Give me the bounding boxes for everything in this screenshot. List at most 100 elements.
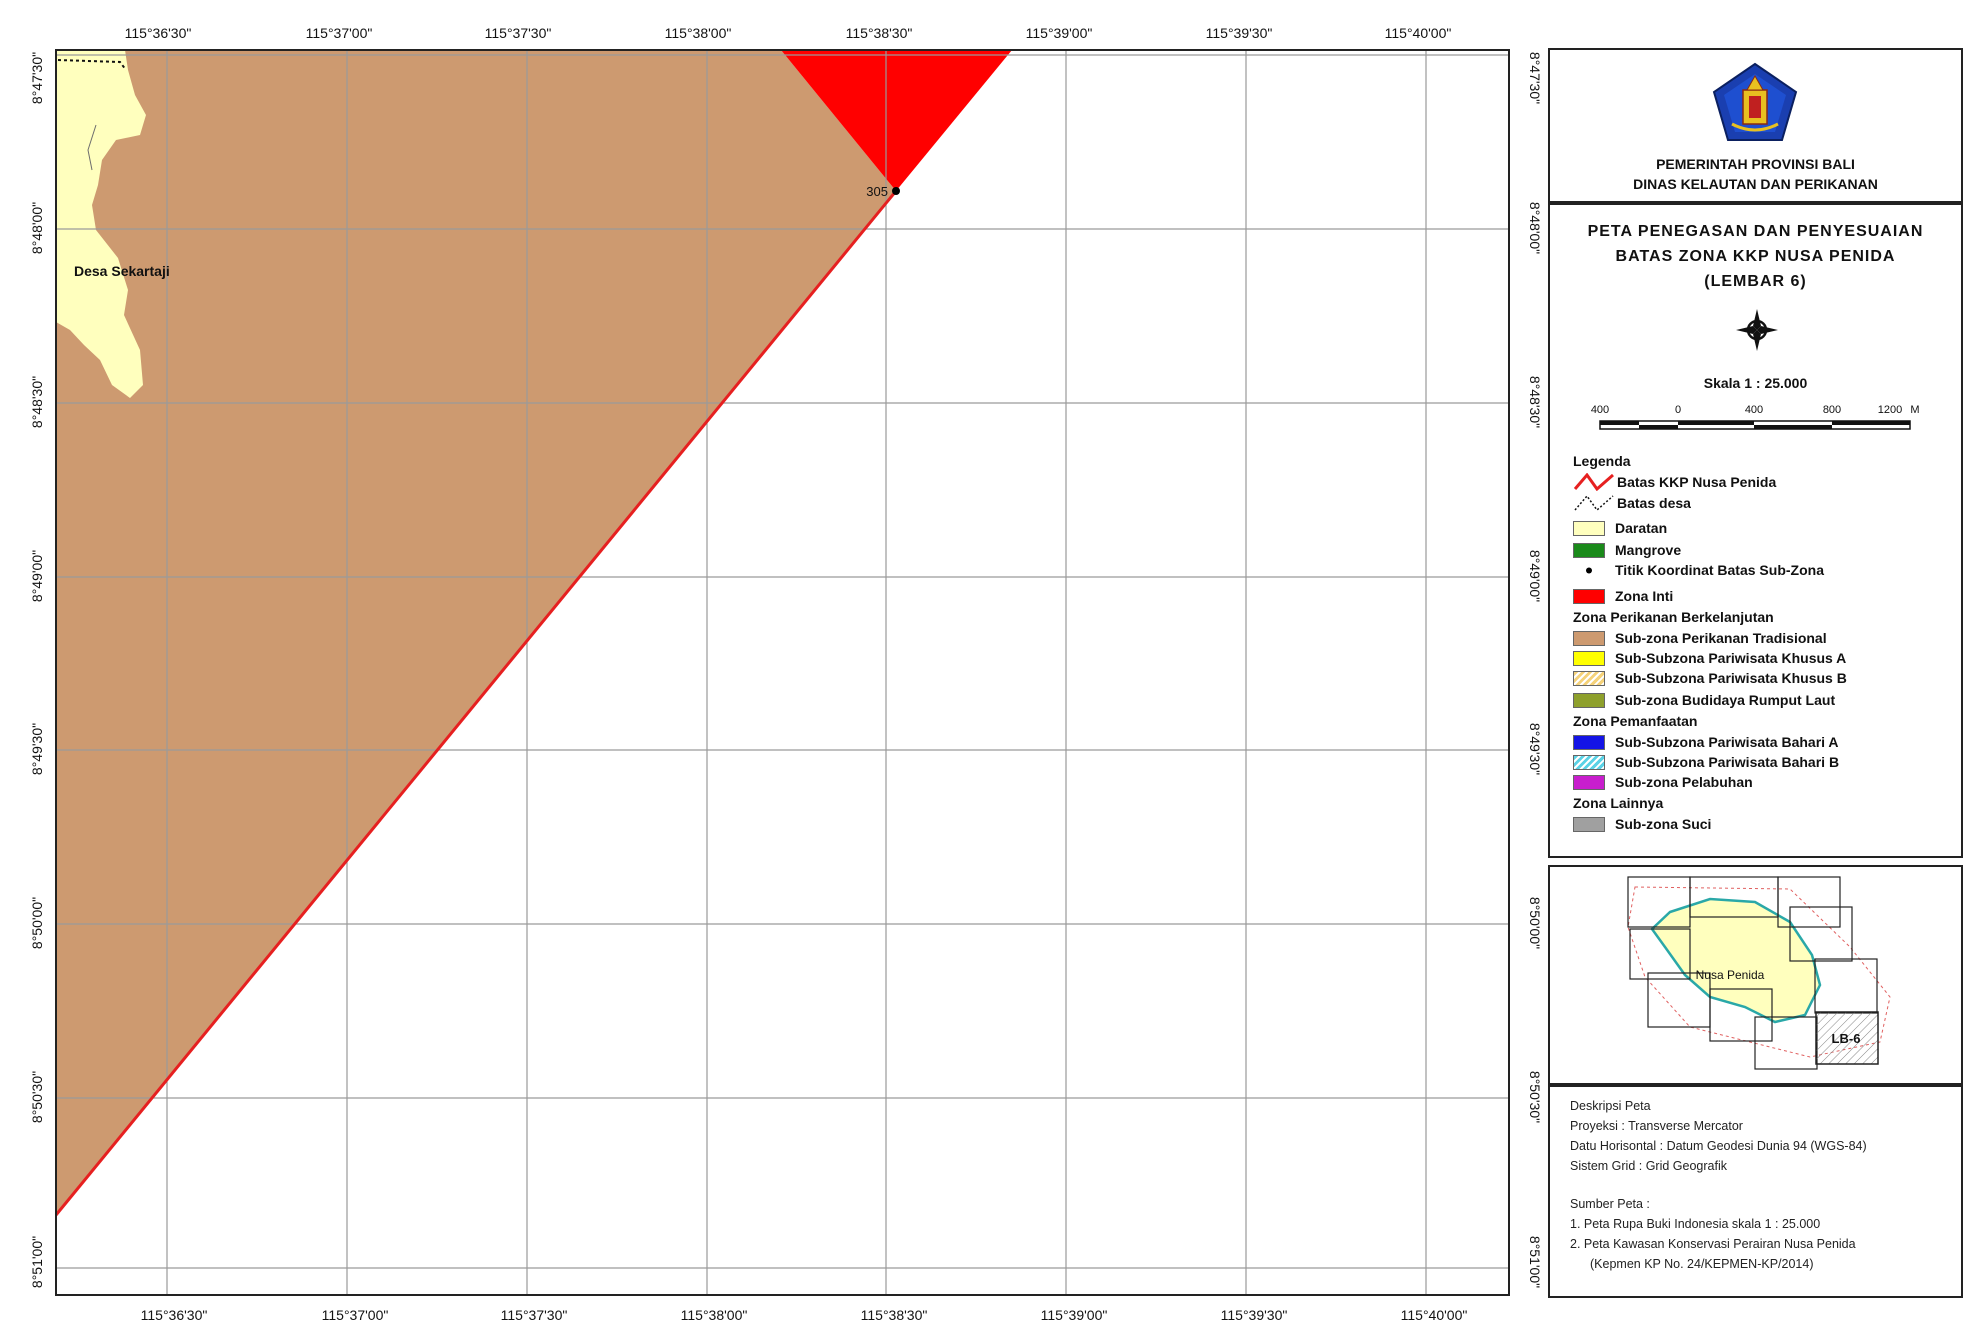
special-tourism-b-swatch: [1573, 670, 1605, 686]
lon-label-top: 115°38'00": [665, 25, 732, 41]
lat-label-left: 8°49'00": [29, 550, 45, 602]
legend-label: Sub-zona Pelabuhan: [1615, 774, 1753, 790]
lat-label-left: 8°48'00": [29, 202, 45, 254]
inset-sheet-label: LB-6: [1832, 1031, 1861, 1046]
legend-item-special-tourism-a: Sub-Subzona Pariwisata Khusus A: [1573, 649, 1846, 667]
legend-label: Daratan: [1615, 520, 1668, 536]
village-boundary: [57, 59, 127, 71]
dashed-zigzag-line-icon: [1574, 494, 1614, 512]
lat-label-right: 8°49'30": [1527, 723, 1540, 775]
lon-label-top: 115°40'00": [1385, 25, 1452, 41]
north-arrow-icon: [1736, 309, 1778, 351]
map-title-line-2: BATAS ZONA KKP NUSA PENIDA: [1615, 248, 1896, 265]
legend-label: Sub-Subzona Pariwisata Khusus B: [1615, 670, 1847, 686]
org-line-1: PEMERINTAH PROVINSI BALI: [1656, 156, 1855, 172]
projection-text: Proyeksi : Transverse Mercator: [1570, 1119, 1743, 1133]
lat-label-left: 8°49'30": [29, 723, 45, 775]
scale-label: Skala 1 : 25.000: [1703, 375, 1808, 391]
legend-item-kkp-boundary: Batas KKP Nusa Penida: [1573, 473, 1776, 491]
mangrove-swatch: [1573, 542, 1605, 558]
legend-item-marine-tourism-a: Sub-Subzona Pariwisata Bahari A: [1573, 733, 1839, 751]
org-line-2: DINAS KELAUTAN DAN PERIKANAN: [1633, 176, 1878, 192]
coast-detail: [87, 124, 97, 171]
scale-tick-label: 0: [1675, 404, 1681, 416]
legend-label: Sub-Subzona Pariwisata Bahari A: [1615, 734, 1839, 750]
main-map: 305 Desa Sekartaji 115°36'30" 115°37'00"…: [29, 25, 1540, 1323]
traditional-fishing-swatch: [1573, 630, 1605, 646]
legend-label: Sub-Subzona Pariwisata Khusus A: [1615, 650, 1847, 666]
legend-item-port: Sub-zona Pelabuhan: [1573, 773, 1753, 791]
legend-label: Sub-Subzona Pariwisata Bahari B: [1615, 754, 1840, 770]
lat-label-left: 8°51'00": [29, 1236, 45, 1288]
description-panel: Deskripsi Peta Proyeksi : Transverse Mer…: [1548, 1085, 1963, 1298]
bali-province-emblem: [1712, 62, 1798, 141]
legend-item-traditional-fishing: Sub-zona Perikanan Tradisional: [1573, 629, 1827, 647]
point-dot-icon: [1586, 567, 1592, 573]
inset-island-label: Nusa Penida: [1696, 968, 1765, 982]
legend-item-seaweed-farming: Sub-zona Budidaya Rumput Laut: [1573, 691, 1835, 709]
scale-tick-label: 1200: [1878, 404, 1902, 416]
legend-item-core-zone: Zona Inti: [1573, 587, 1673, 605]
legend-label: Batas desa: [1617, 495, 1691, 511]
legend-panel: PETA PENEGASAN DAN PENYESUAIAN BATAS ZON…: [1548, 203, 1963, 858]
legend-item-marine-tourism-b: Sub-Subzona Pariwisata Bahari B: [1573, 753, 1839, 771]
scale-tick-label: 800: [1823, 404, 1841, 416]
lat-label-right: 8°50'00": [1527, 897, 1540, 949]
map-neatline: [55, 49, 1510, 1296]
lon-label-top: 115°36'30": [125, 25, 192, 41]
inset-map-panel: Nusa Penida LB-6: [1548, 865, 1963, 1085]
current-sheet-lb6: [1815, 1011, 1879, 1065]
lon-label-bottom: 115°37'00": [322, 1307, 389, 1323]
legend-group-heading: Zona Lainnya: [1573, 795, 1664, 811]
nusa-penida-island: [1650, 897, 1822, 1024]
lat-label-right: 8°47'30": [1527, 52, 1540, 104]
scale-tick-label: 400: [1591, 404, 1609, 416]
lon-label-bottom: 115°39'30": [1221, 1307, 1288, 1323]
marine-tourism-a-swatch: [1573, 734, 1605, 750]
legend-item-mangrove: Mangrove: [1573, 541, 1681, 559]
map-title: PETA PENEGASAN DAN PENYESUAIAN BATAS ZON…: [1550, 219, 1961, 294]
lon-label-top: 115°39'00": [1026, 25, 1093, 41]
seaweed-farming-swatch: [1573, 692, 1605, 708]
lat-label-right: 8°48'30": [1527, 376, 1540, 428]
lat-label-left: 8°50'00": [29, 897, 45, 949]
lon-label-top: 115°37'00": [306, 25, 373, 41]
red-zigzag-line-icon: [1573, 473, 1614, 491]
lon-label-top: 115°39'30": [1206, 25, 1273, 41]
legend-heading: Legenda: [1573, 453, 1631, 469]
special-tourism-a-swatch: [1573, 650, 1605, 666]
legend-group-heading: Zona Pemanfaatan: [1573, 713, 1698, 729]
source-item-1: 1. Peta Rupa Buki Indonesia skala 1 : 25…: [1570, 1217, 1821, 1231]
lat-label-right: 8°48'00": [1527, 202, 1540, 254]
header-panel: PEMERINTAH PROVINSI BALI DINAS KELAUTAN …: [1548, 48, 1963, 203]
graticule: [56, 50, 1509, 1295]
source-item-3: (Kepmen KP No. 24/KEPMEN-KP/2014): [1590, 1257, 1814, 1271]
source-heading: Sumber Peta :: [1570, 1197, 1650, 1211]
land-swatch: [1573, 520, 1605, 536]
source-item-2: 2. Peta Kawasan Konservasi Perairan Nusa…: [1570, 1237, 1856, 1251]
legend-item-special-tourism-b: Sub-Subzona Pariwisata Khusus B: [1573, 669, 1847, 687]
lon-label-bottom: 115°39'00": [1041, 1307, 1108, 1323]
legend-label: Titik Koordinat Batas Sub-Zona: [1615, 562, 1824, 578]
scale-bar: 400 0 400 800 1200 M: [1591, 404, 1920, 430]
legend-item-village-boundary: Batas desa: [1573, 494, 1691, 512]
lat-label-left: 8°47'30": [29, 52, 45, 104]
lon-label-bottom: 115°40'00": [1401, 1307, 1468, 1323]
legend-item-coordinate-point: Titik Koordinat Batas Sub-Zona: [1573, 561, 1824, 579]
lon-label-top: 115°38'30": [846, 25, 913, 41]
sacred-swatch: [1573, 816, 1605, 832]
datum-text: Datu Horisontal : Datum Geodesi Dunia 94…: [1570, 1139, 1867, 1153]
port-swatch: [1573, 774, 1605, 790]
point-label-305: 305: [866, 184, 888, 199]
legend-label: Sub-zona Perikanan Tradisional: [1615, 630, 1827, 646]
description-heading: Deskripsi Peta: [1570, 1099, 1651, 1113]
lat-label-right: 8°50'30": [1527, 1071, 1540, 1123]
legend-label: Mangrove: [1615, 542, 1682, 558]
lat-label-left: 8°50'30": [29, 1071, 45, 1123]
lon-label-bottom: 115°37'30": [501, 1307, 568, 1323]
lon-label-bottom: 115°38'00": [681, 1307, 748, 1323]
inset-map: Nusa Penida LB-6: [1627, 876, 1891, 1070]
lat-label-left: 8°48'30": [29, 376, 45, 428]
core-zone-swatch: [1573, 588, 1605, 604]
